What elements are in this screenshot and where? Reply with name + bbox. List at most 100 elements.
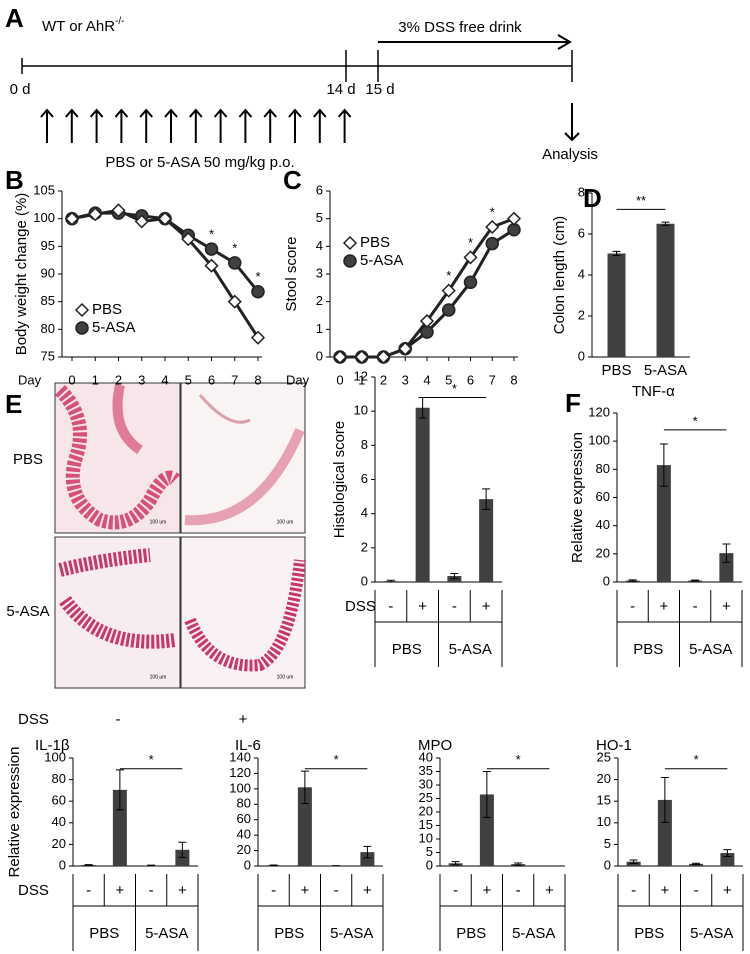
significance: *: [490, 204, 495, 219]
y-tick-label: 5: [316, 210, 323, 225]
y-tick-label: 100: [33, 210, 55, 225]
dose-arrowhead: [139, 108, 153, 118]
x-tick-label: +: [723, 882, 732, 899]
y-tick-label: 120: [588, 404, 610, 419]
point: [463, 275, 478, 290]
y-tick-label: 30: [419, 776, 433, 791]
y-tick-label: 0: [316, 348, 323, 363]
significance: *: [693, 413, 698, 428]
point: [157, 211, 173, 226]
bar: [112, 789, 127, 866]
x-tick-label: 0: [68, 372, 75, 387]
dose-arrowhead: [164, 108, 178, 118]
x-tick-label: 6: [467, 372, 474, 387]
y-tick-label: 4: [316, 238, 323, 253]
dose-arrowhead: [263, 108, 277, 118]
y-tick-label: 20: [596, 545, 610, 560]
group-label: PBS: [456, 925, 486, 942]
y-tick-label: 6: [316, 182, 323, 197]
y-tick-label: 4: [361, 505, 368, 520]
dss-arrowhead: [557, 34, 572, 50]
day-label: 0 d: [10, 81, 31, 98]
x-tick-label: 4: [161, 372, 168, 387]
legend-label: PBS: [360, 234, 390, 251]
y-axis-label: Colon length (cm): [551, 216, 568, 334]
significance: *: [149, 752, 154, 767]
point: [227, 294, 242, 309]
dose-arrows: [40, 108, 352, 143]
dose-arrowhead: [189, 108, 203, 118]
y-tick-label: 35: [419, 763, 433, 778]
error-bar: [363, 845, 372, 859]
y-tick-label: 2: [361, 539, 368, 554]
x-tick-label: +: [659, 598, 668, 615]
bar: [415, 407, 430, 582]
y-tick-label: 60: [596, 489, 610, 504]
significance: *: [232, 240, 237, 255]
legend-label: 5-ASA: [92, 319, 135, 336]
significance: *: [255, 269, 260, 284]
x-tick-label: -: [630, 598, 635, 615]
column-label: +: [239, 711, 248, 728]
y-tick-label: 20: [419, 803, 433, 818]
dose-arrowhead: [238, 108, 253, 118]
y-tick-label: 80: [596, 461, 610, 476]
dose-arrowhead: [40, 108, 54, 118]
x-tick-label: 3: [138, 372, 145, 387]
y-tick-label: 20: [237, 842, 251, 857]
y-tick-label: 95: [41, 238, 55, 253]
y-tick-label: 120: [229, 765, 251, 780]
analysis-label: Analysis: [542, 146, 598, 163]
y-tick-label: 25: [419, 790, 433, 805]
point: [204, 242, 219, 256]
y-tick-label: 80: [52, 771, 66, 786]
y-tick-label: 10: [354, 403, 368, 418]
scale-bar-label: 100 um: [150, 674, 167, 680]
bar: [719, 553, 734, 582]
y-tick-label: 10: [597, 814, 611, 829]
y-tick-label: 8: [578, 184, 585, 199]
y-tick-label: 5: [604, 836, 611, 851]
panel-letter: D: [583, 183, 602, 213]
y-tick-label: 8: [361, 437, 368, 452]
point: [228, 256, 242, 270]
y-tick-label: 0: [603, 573, 610, 588]
y-tick-label: 20: [597, 771, 611, 786]
point: [485, 219, 500, 235]
y-tick-label: 100: [588, 433, 610, 448]
chart-title: MPO: [418, 737, 452, 754]
point: [442, 303, 456, 317]
x-tick-label: 4: [423, 372, 430, 387]
x-tick-label: -: [271, 882, 276, 899]
day-label: 14 d: [326, 81, 355, 98]
x-tick-label: 6: [208, 372, 215, 387]
x-tick-label: -: [453, 882, 458, 899]
x-tick-label: 1: [92, 372, 99, 387]
significance: *: [446, 268, 451, 283]
group-label: 5-ASA: [689, 641, 732, 658]
category-title: DSS: [345, 598, 376, 615]
x-tick-label: +: [363, 882, 372, 899]
y-tick-label: 5: [426, 844, 433, 859]
panel-letter: C: [283, 165, 302, 195]
x-tick-label: +: [300, 882, 309, 899]
condition-label: DSS: [18, 711, 49, 728]
legend-marker: [342, 235, 358, 251]
x-tick-label: +: [418, 598, 427, 615]
x-tick-label: 1: [358, 372, 365, 387]
group-label: PBS: [634, 925, 664, 942]
y-tick-label: 0: [59, 857, 66, 872]
y-tick-label: 0: [578, 348, 585, 363]
y-tick-label: 75: [41, 348, 55, 363]
x-axis-label: Day: [18, 372, 42, 387]
group-label: 5-ASA: [145, 925, 188, 942]
chart-title: TNF-α: [632, 383, 675, 400]
y-tick-label: 80: [41, 321, 55, 336]
y-tick-label: 4: [578, 266, 585, 281]
y-tick-label: 0: [604, 857, 611, 872]
legend-marker: [343, 254, 357, 268]
panel-letter: A: [5, 3, 24, 33]
bar: [607, 253, 626, 357]
